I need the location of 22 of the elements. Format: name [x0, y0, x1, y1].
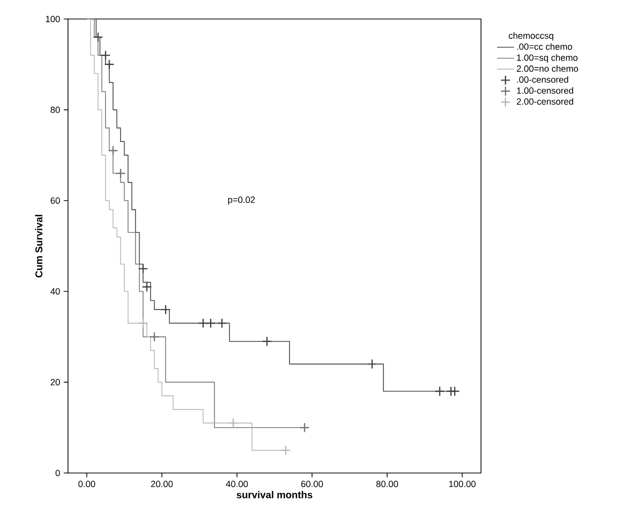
legend-label: .00=cc chemo [517, 43, 572, 50]
x-tick-label: 20.00 [151, 480, 173, 488]
y-axis-title: Cum Survival [35, 214, 42, 278]
legend-label: 1.00-censored [517, 87, 574, 94]
annotation: p=0.02 [228, 196, 255, 205]
x-tick-label: 100.00 [449, 480, 476, 488]
x-tick-label: 0.00 [78, 480, 96, 488]
x-tick-label: 40.00 [226, 480, 248, 488]
y-tick-label: 60 [50, 197, 60, 204]
y-tick-label: 0 [56, 470, 60, 476]
legend-title: chemoccsq [508, 32, 554, 41]
legend-label: 1.00=sq chemo [517, 54, 578, 63]
x-axis-title: survival months [236, 490, 312, 498]
y-tick-label: 80 [50, 106, 60, 113]
x-tick-label: 60.00 [301, 480, 323, 488]
legend-label: 2.00=no chemo [516, 65, 578, 72]
legend-label: .00-censored [517, 76, 568, 83]
y-tick-label: 20 [50, 379, 60, 386]
x-tick-label: 80.00 [376, 480, 398, 488]
y-tick-label: 100 [46, 16, 60, 22]
legend-label: 2.00-censored [516, 98, 574, 105]
y-tick-label: 40 [50, 288, 60, 295]
